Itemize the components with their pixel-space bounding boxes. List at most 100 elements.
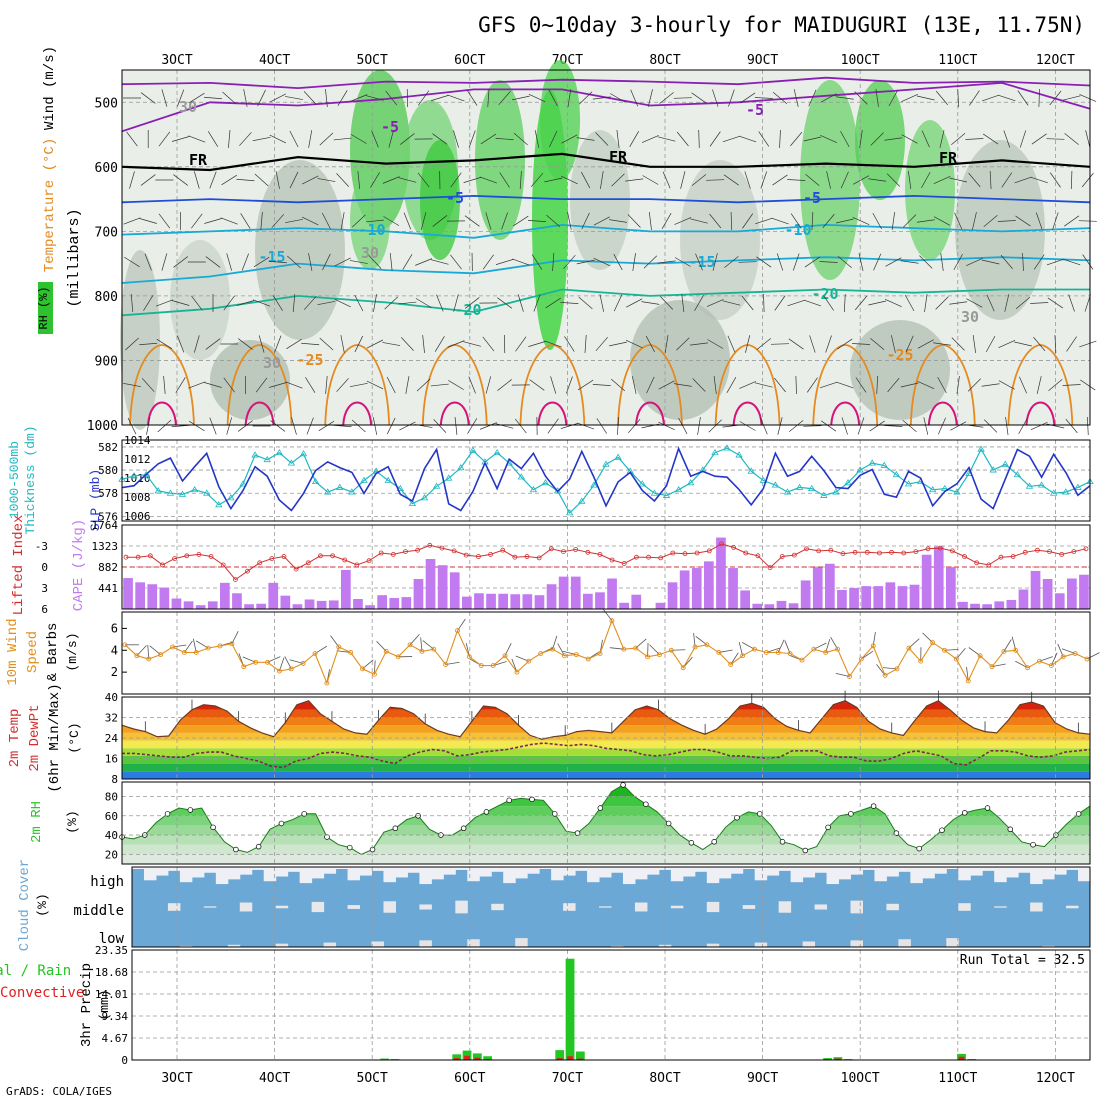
wind-speed-point [300, 660, 306, 666]
li-point [840, 551, 846, 557]
wind-label: Wind (m/s) [42, 46, 58, 130]
wind-barb [528, 93, 546, 103]
contour-label: -15 [258, 248, 285, 266]
cloud-high-gap [742, 867, 756, 869]
wind-barb [811, 211, 814, 231]
wind-barb [921, 130, 930, 148]
rh-point [529, 796, 535, 803]
y-tick: 700 [95, 225, 118, 240]
wind-barb [498, 90, 511, 106]
wind-barb [707, 339, 724, 349]
wind-barb [130, 294, 134, 312]
thickness-point [251, 451, 259, 458]
wind-barb [545, 297, 561, 309]
wind-barb [1054, 334, 1057, 354]
rh-point [164, 811, 171, 817]
y-tick: 60 [105, 810, 118, 823]
temp-band [122, 740, 1090, 749]
wind-barb [835, 96, 854, 100]
wind-speed-point [431, 646, 437, 652]
cape-bar [377, 595, 387, 609]
wind-barb [577, 422, 595, 430]
li-point [828, 547, 834, 553]
wind-barb [658, 421, 675, 431]
cape-bar [812, 567, 823, 609]
rh-point [665, 820, 672, 827]
wind-speed-point [146, 656, 152, 662]
wind-barb [512, 258, 530, 266]
y-tick: 20 [105, 848, 118, 861]
wind-barb [887, 377, 900, 393]
precip-convective-bar [556, 1058, 563, 1060]
wind-barb [188, 92, 205, 104]
thickness-point [977, 445, 985, 452]
rh-point [392, 825, 399, 832]
cape-bar [946, 567, 956, 609]
wind-speed-point [573, 652, 579, 658]
wind-barb [610, 93, 626, 103]
wind-speed-point [728, 662, 734, 667]
thickness-point [602, 460, 610, 467]
precip-total-bar [462, 1050, 472, 1060]
li-point [791, 552, 797, 558]
precip-axis-label: 3hr Precip [79, 963, 95, 1047]
y-tick: 500 [95, 96, 118, 111]
wind-barb [908, 171, 912, 189]
wind-barb [595, 132, 609, 146]
li-point [536, 555, 542, 561]
wind-barb [146, 417, 151, 435]
precip-total-bar [555, 1050, 565, 1060]
cloud-high-gap [730, 867, 744, 874]
wind-speed-point [360, 666, 365, 672]
wind-barb [548, 89, 558, 107]
wind-barb [1036, 376, 1042, 394]
wind-barb [858, 253, 864, 271]
wind-barb [221, 174, 238, 186]
wind-barb [577, 379, 594, 391]
li-point [354, 562, 360, 568]
wind-barb [1046, 258, 1065, 266]
wind-barb [917, 339, 934, 349]
wind-barb [592, 384, 611, 386]
cape-bar [595, 592, 605, 609]
cape-bar [510, 594, 521, 609]
wind-speed-point [348, 650, 354, 655]
y-tick-right: 1008 [124, 491, 151, 504]
wind-barb [207, 131, 219, 147]
cloud-high-gap [766, 867, 780, 876]
wind-barb [902, 419, 917, 433]
cloud-high-gap [203, 867, 217, 873]
cloud-mid-gap [491, 903, 504, 911]
temp-band [122, 732, 1090, 741]
wind-barb [836, 381, 854, 389]
wind-barb [432, 215, 448, 227]
li-point [427, 542, 433, 548]
wind-barb [933, 176, 951, 184]
isotherm-line [121, 194, 1091, 204]
cape-bar [1006, 599, 1017, 609]
wind-speed-point [538, 651, 544, 656]
contour-label: -5 [381, 118, 399, 136]
thickness-point [287, 459, 296, 466]
wind-barb [417, 172, 430, 188]
x-tick-top: 9OCT [747, 53, 778, 68]
contour-label: -25 [296, 351, 323, 369]
wind-barb [888, 89, 899, 107]
wind-barb [1003, 130, 1011, 148]
wind-barb [692, 378, 706, 392]
cloud-high-gap [886, 867, 899, 877]
cloud-mid-gap [203, 906, 217, 908]
rh-point [848, 811, 854, 817]
isotherm-line [121, 288, 1090, 317]
wind-barb [820, 135, 837, 143]
cape-bar [849, 588, 859, 609]
wind-barb [822, 213, 835, 229]
wind-speed-point [550, 646, 556, 652]
rh-point [825, 824, 831, 831]
wind-barb [177, 89, 185, 107]
li-point [998, 554, 1004, 560]
wind-barb [680, 171, 686, 189]
cloud-low-gap [706, 943, 720, 947]
